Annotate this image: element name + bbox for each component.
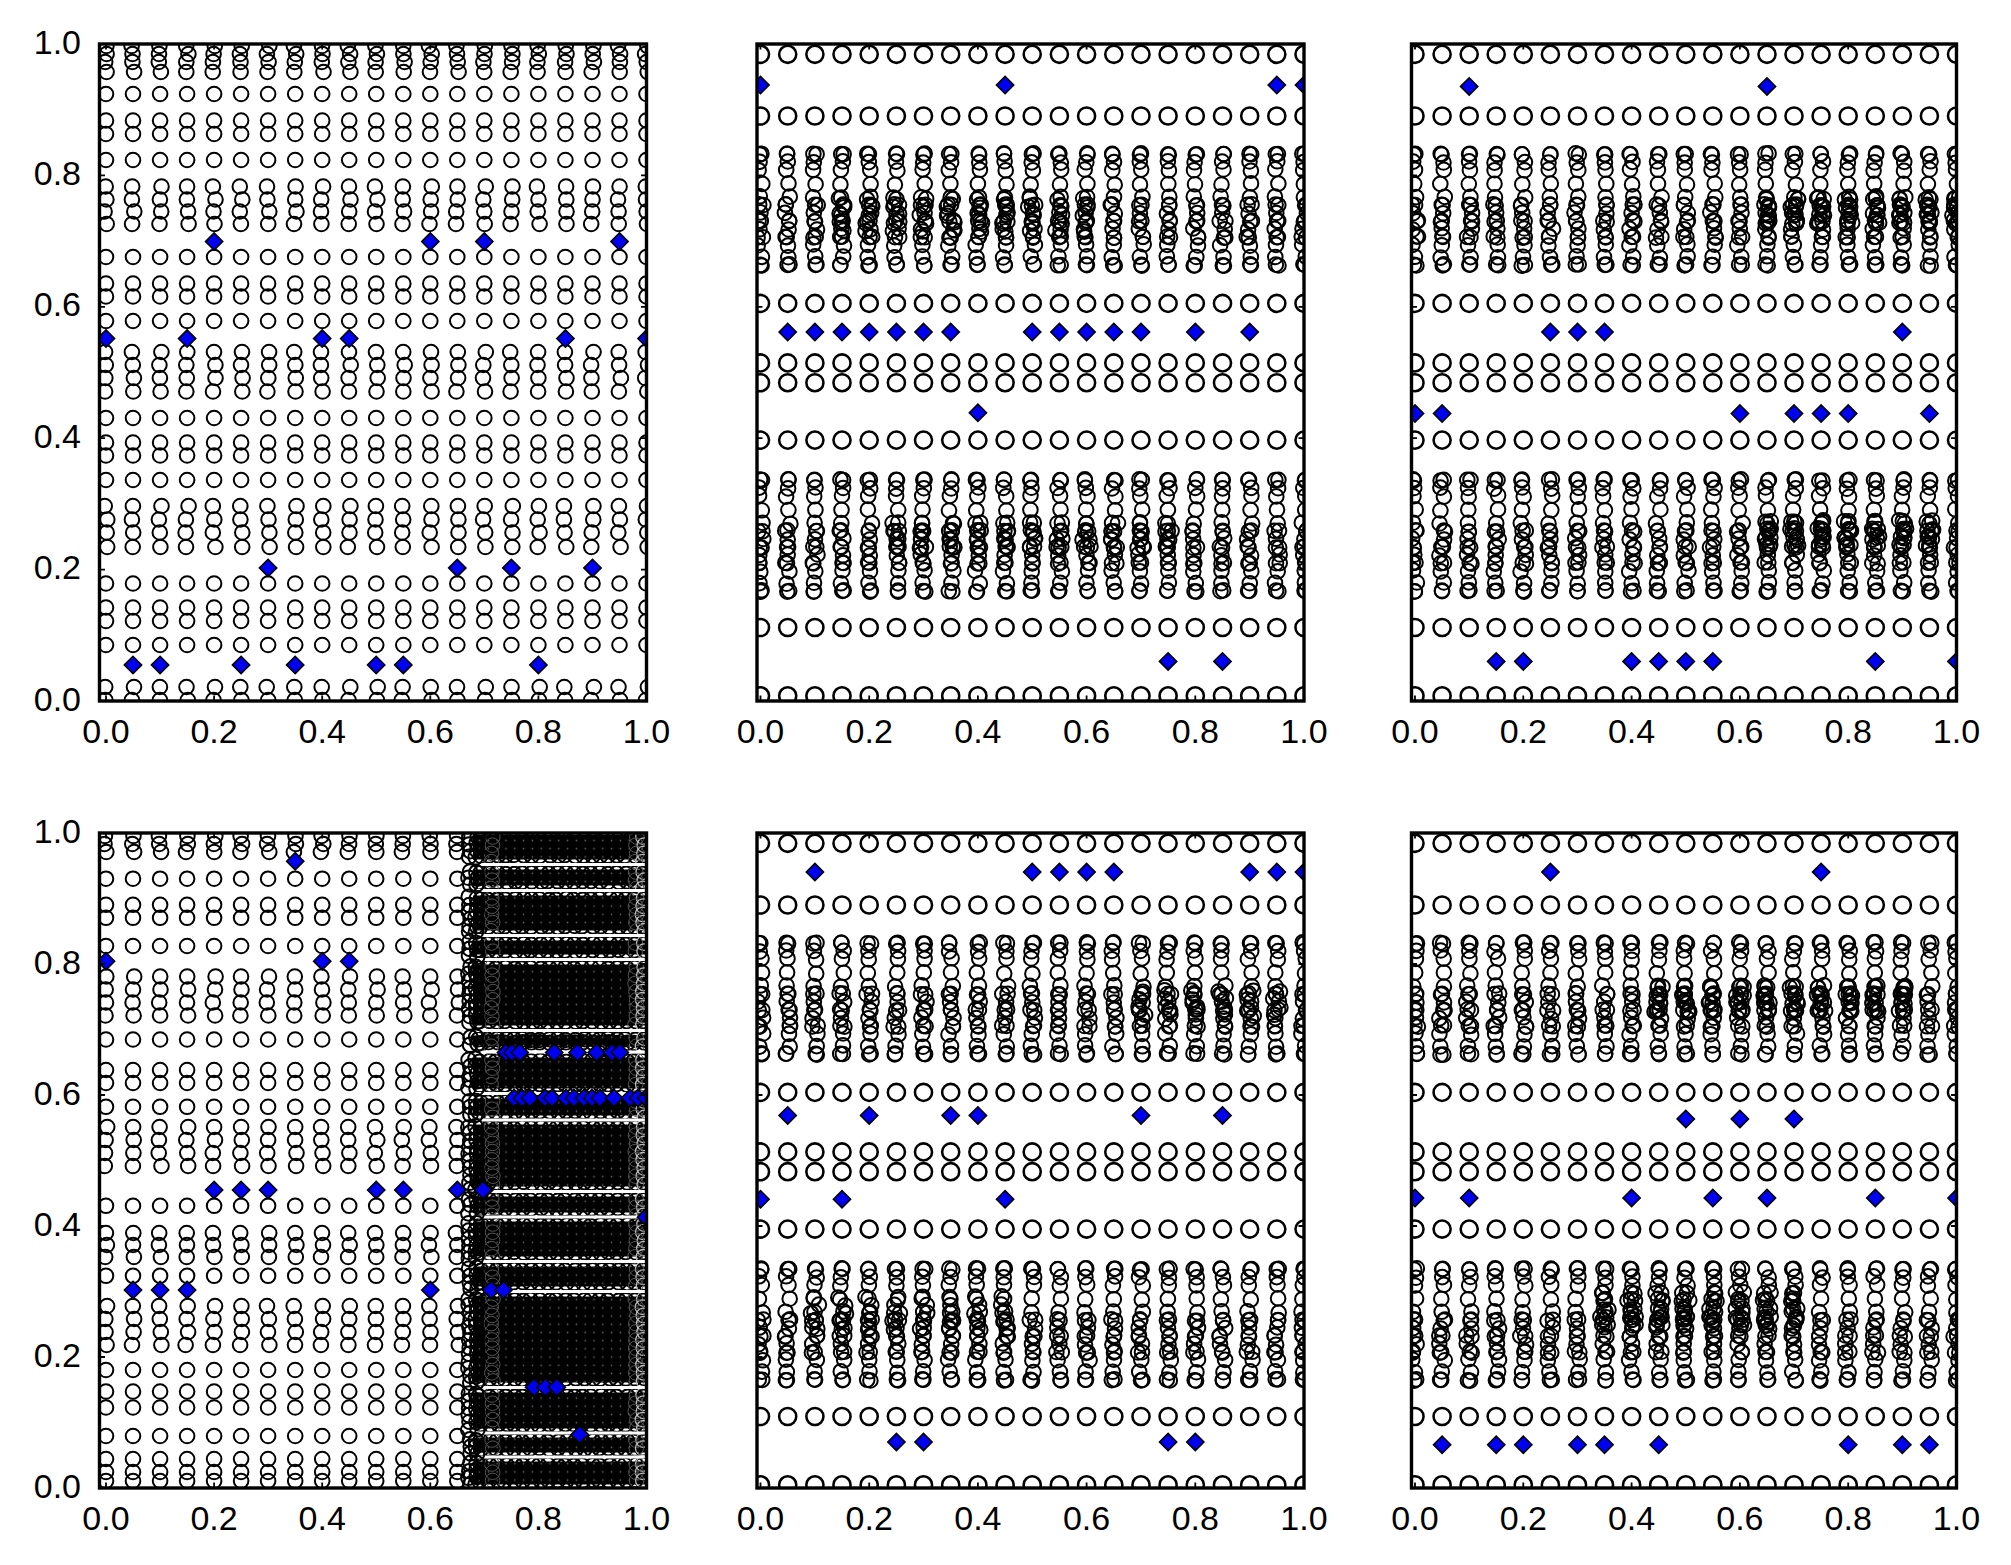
svg-text:0.4: 0.4 bbox=[299, 1499, 346, 1537]
svg-text:0.4: 0.4 bbox=[1608, 712, 1655, 750]
svg-text:0.2: 0.2 bbox=[34, 1336, 81, 1374]
svg-text:1.0: 1.0 bbox=[623, 712, 670, 750]
svg-text:0.2: 0.2 bbox=[34, 548, 81, 586]
svg-text:0.8: 0.8 bbox=[1172, 712, 1219, 750]
svg-text:0.2: 0.2 bbox=[846, 712, 893, 750]
svg-text:0.0: 0.0 bbox=[82, 712, 129, 750]
svg-text:0.0: 0.0 bbox=[34, 680, 81, 718]
svg-text:0.8: 0.8 bbox=[515, 712, 562, 750]
svg-text:0.4: 0.4 bbox=[34, 1205, 81, 1243]
svg-text:0.4: 0.4 bbox=[34, 417, 81, 455]
svg-text:0.6: 0.6 bbox=[1716, 712, 1763, 750]
svg-text:1.0: 1.0 bbox=[1280, 1499, 1327, 1537]
svg-text:0.8: 0.8 bbox=[34, 154, 81, 192]
svg-text:0.4: 0.4 bbox=[1608, 1499, 1655, 1537]
svg-text:0.6: 0.6 bbox=[34, 285, 81, 323]
svg-text:0.0: 0.0 bbox=[82, 1499, 129, 1537]
svg-text:1.0: 1.0 bbox=[34, 23, 81, 61]
svg-text:0.2: 0.2 bbox=[190, 1499, 237, 1537]
svg-text:1.0: 1.0 bbox=[34, 812, 81, 850]
svg-text:0.6: 0.6 bbox=[1063, 712, 1110, 750]
svg-text:0.8: 0.8 bbox=[1825, 1499, 1872, 1537]
svg-text:0.8: 0.8 bbox=[34, 943, 81, 981]
svg-text:0.6: 0.6 bbox=[407, 1499, 454, 1537]
svg-text:1.0: 1.0 bbox=[1280, 712, 1327, 750]
svg-text:1.0: 1.0 bbox=[1933, 1499, 1980, 1537]
svg-text:0.8: 0.8 bbox=[1172, 1499, 1219, 1537]
svg-text:1.0: 1.0 bbox=[1933, 712, 1980, 750]
svg-text:0.6: 0.6 bbox=[1063, 1499, 1110, 1537]
svg-text:0.0: 0.0 bbox=[34, 1467, 81, 1505]
svg-text:0.0: 0.0 bbox=[737, 712, 784, 750]
svg-text:0.2: 0.2 bbox=[846, 1499, 893, 1537]
svg-text:0.4: 0.4 bbox=[299, 712, 346, 750]
svg-text:0.0: 0.0 bbox=[1391, 1499, 1438, 1537]
svg-text:0.6: 0.6 bbox=[407, 712, 454, 750]
svg-text:0.8: 0.8 bbox=[515, 1499, 562, 1537]
svg-text:0.4: 0.4 bbox=[954, 1499, 1001, 1537]
svg-text:0.6: 0.6 bbox=[34, 1074, 81, 1112]
svg-text:0.4: 0.4 bbox=[954, 712, 1001, 750]
svg-text:0.8: 0.8 bbox=[1825, 712, 1872, 750]
svg-text:0.0: 0.0 bbox=[737, 1499, 784, 1537]
svg-text:0.0: 0.0 bbox=[1391, 712, 1438, 750]
svg-text:0.6: 0.6 bbox=[1716, 1499, 1763, 1537]
svg-text:0.2: 0.2 bbox=[1500, 1499, 1547, 1537]
svg-text:0.2: 0.2 bbox=[190, 712, 237, 750]
svg-text:1.0: 1.0 bbox=[623, 1499, 670, 1537]
svg-text:0.2: 0.2 bbox=[1500, 712, 1547, 750]
